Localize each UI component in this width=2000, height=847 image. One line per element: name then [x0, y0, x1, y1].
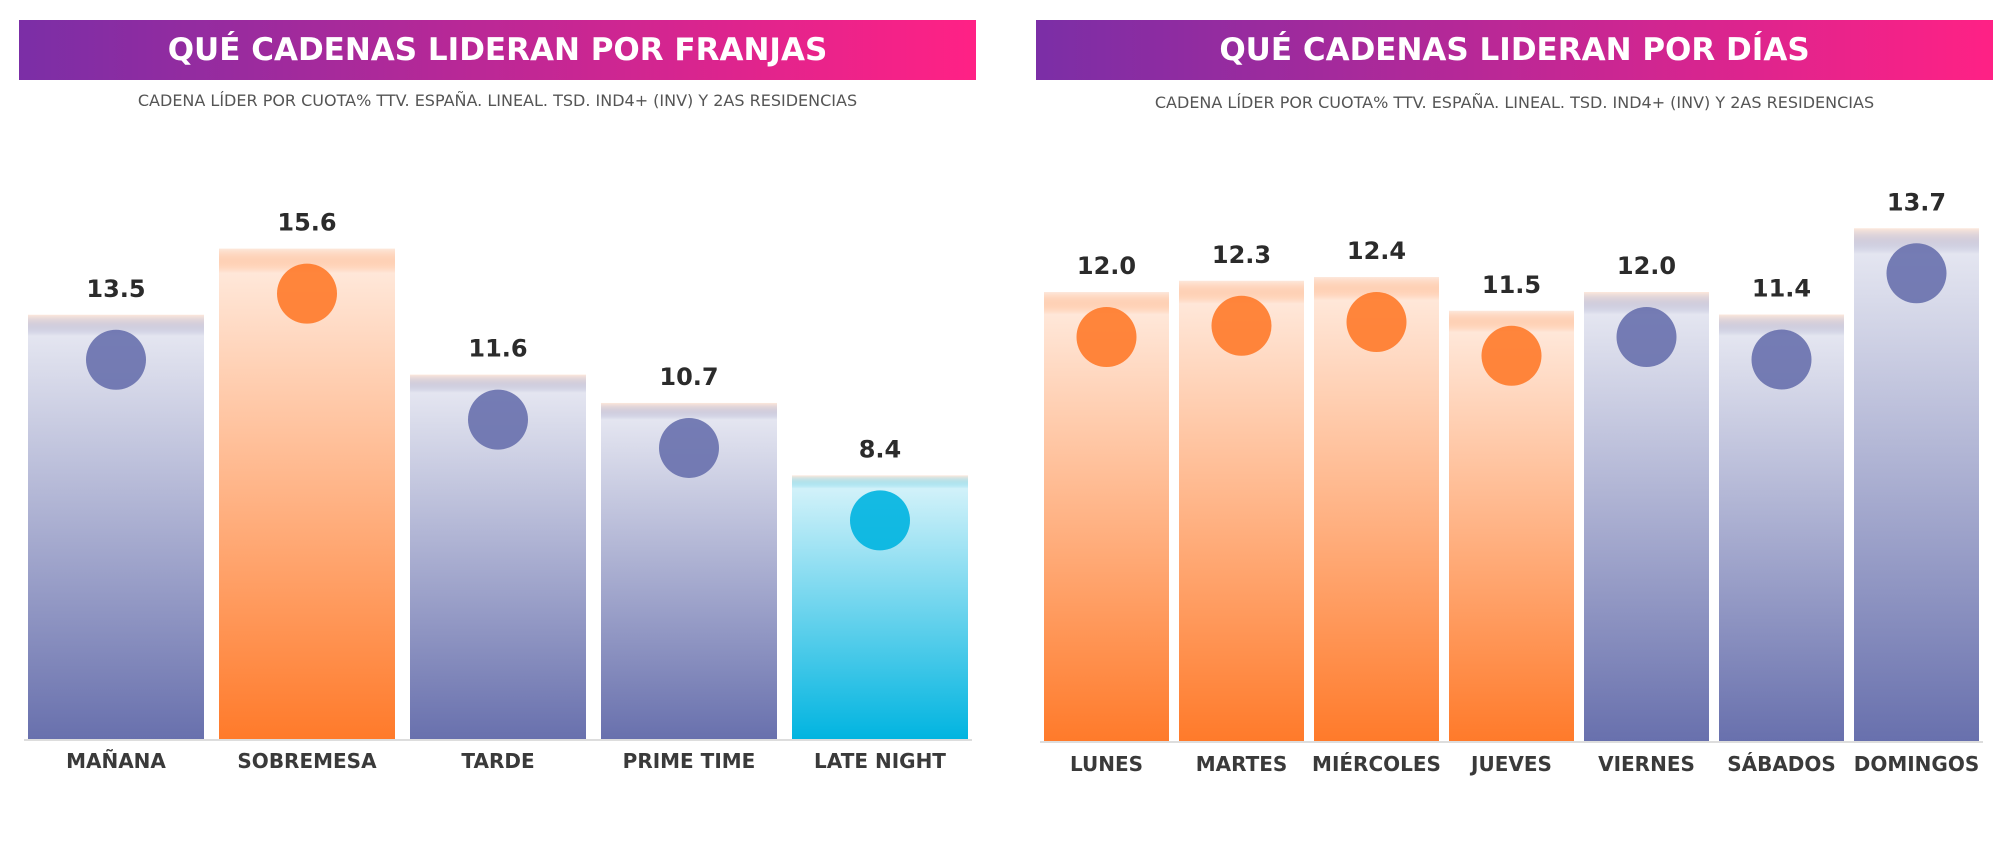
title-banner [19, 20, 976, 80]
x-tick-label: MAÑANA [66, 749, 166, 773]
value-label: 11.4 [1752, 275, 1811, 303]
value-label: 13.5 [86, 275, 145, 303]
x-tick-label: PRIME TIME [623, 749, 756, 773]
x-tick-label: MIÉRCOLES [1312, 752, 1441, 776]
value-label: 8.4 [859, 435, 902, 463]
title-banner [1036, 20, 1993, 80]
x-tick-label: SOBREMESA [237, 749, 377, 773]
value-label: 11.5 [1482, 271, 1541, 299]
bar [219, 248, 395, 740]
x-tick-label: MARTES [1196, 752, 1288, 776]
chart-title: QUÉ CADENAS LIDERAN POR FRANJAS [168, 32, 828, 68]
chart-subtitle: CADENA LÍDER POR CUOTA% TTV. ESPAÑA. LIN… [1155, 93, 1874, 112]
x-tick-label: SÁBADOS [1727, 752, 1836, 776]
channel-badge [1481, 325, 1542, 386]
chart-subtitle: CADENA LÍDER POR CUOTA% TTV. ESPAÑA. LIN… [138, 91, 857, 110]
channel-badge [1346, 292, 1407, 352]
bar [1854, 228, 1979, 742]
value-label: 11.6 [468, 335, 527, 363]
chart-title: QUÉ CADENAS LIDERAN POR DÍAS [1219, 32, 1809, 68]
channel-badge [1616, 307, 1677, 367]
x-tick-label: LATE NIGHT [814, 749, 946, 773]
x-tick-label: TARDE [461, 749, 534, 773]
value-label: 10.7 [659, 363, 718, 391]
value-label: 12.0 [1077, 252, 1136, 280]
bar [1314, 277, 1439, 742]
x-tick-label: LUNES [1070, 752, 1143, 776]
x-tick-label: VIERNES [1598, 752, 1695, 776]
channel-badge [468, 389, 528, 450]
x-tick-label: JUEVES [1469, 752, 1552, 776]
channel-badge [277, 263, 337, 324]
channel-badge [1211, 295, 1272, 356]
channel-badge [1886, 243, 1947, 304]
value-label: 12.4 [1347, 237, 1406, 265]
bar [1179, 280, 1304, 742]
channel-badge [1076, 307, 1137, 367]
value-label: 12.3 [1212, 241, 1271, 269]
channel-badge [86, 329, 146, 390]
value-label: 15.6 [277, 209, 336, 237]
channel-badge [850, 490, 910, 551]
channel-badge [659, 417, 719, 478]
x-tick-label: DOMINGOS [1854, 752, 1980, 776]
value-label: 12.0 [1617, 252, 1676, 280]
value-label: 13.7 [1887, 188, 1946, 216]
channel-badge [1751, 329, 1812, 390]
